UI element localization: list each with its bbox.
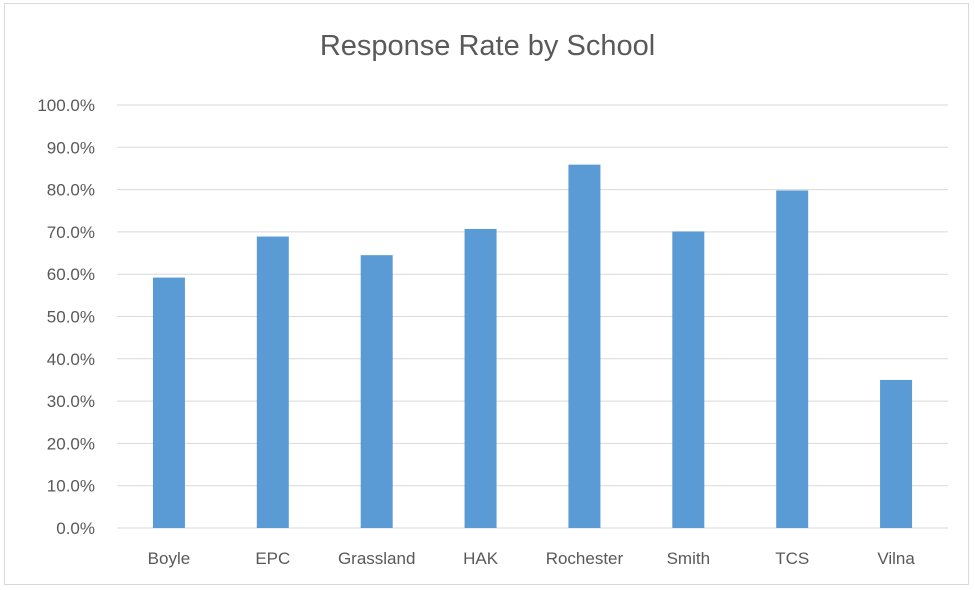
x-tick-label: Vilna <box>877 549 915 568</box>
y-tick-label: 40.0% <box>47 350 95 369</box>
x-tick-label: Smith <box>667 549 710 568</box>
x-tick-label: HAK <box>463 549 499 568</box>
y-tick-label: 10.0% <box>47 477 95 496</box>
bar-hak <box>464 228 497 528</box>
bar-grassland <box>360 255 393 529</box>
x-tick-label: Rochester <box>546 549 624 568</box>
y-tick-label: 70.0% <box>47 223 95 242</box>
gridlines <box>117 104 948 529</box>
y-tick-label: 0.0% <box>56 519 95 538</box>
y-tick-label: 60.0% <box>47 265 95 284</box>
y-tick-label: 50.0% <box>47 308 95 327</box>
bar-rochester <box>568 164 601 528</box>
bar-boyle <box>152 277 185 528</box>
y-tick-label: 90.0% <box>47 138 95 157</box>
y-tick-label: 80.0% <box>47 181 95 200</box>
x-axis-ticks: Boyle EPC Grassland HAK Rochester Smith TCS Vil… <box>148 549 916 568</box>
bar-tcs <box>776 190 809 529</box>
x-tick-label: TCS <box>775 549 809 568</box>
chart-title: Response Rate by School <box>319 30 656 62</box>
y-tick-label: 100.0% <box>37 96 95 115</box>
bar-smith <box>672 231 705 529</box>
y-tick-label: 30.0% <box>47 392 95 411</box>
bar-epc <box>256 236 289 529</box>
x-tick-label: Grassland <box>338 549 415 568</box>
y-axis-ticks: 0.0% 10.0% 20.0% 30.0% 40.0% 50.0% 60.0% 70.0% 8… <box>37 96 95 538</box>
x-tick-label: EPC <box>255 549 290 568</box>
x-tick-label: Boyle <box>148 549 191 568</box>
y-tick-label: 20.0% <box>47 434 95 453</box>
bar-vilna <box>880 379 913 528</box>
bars <box>152 164 913 529</box>
